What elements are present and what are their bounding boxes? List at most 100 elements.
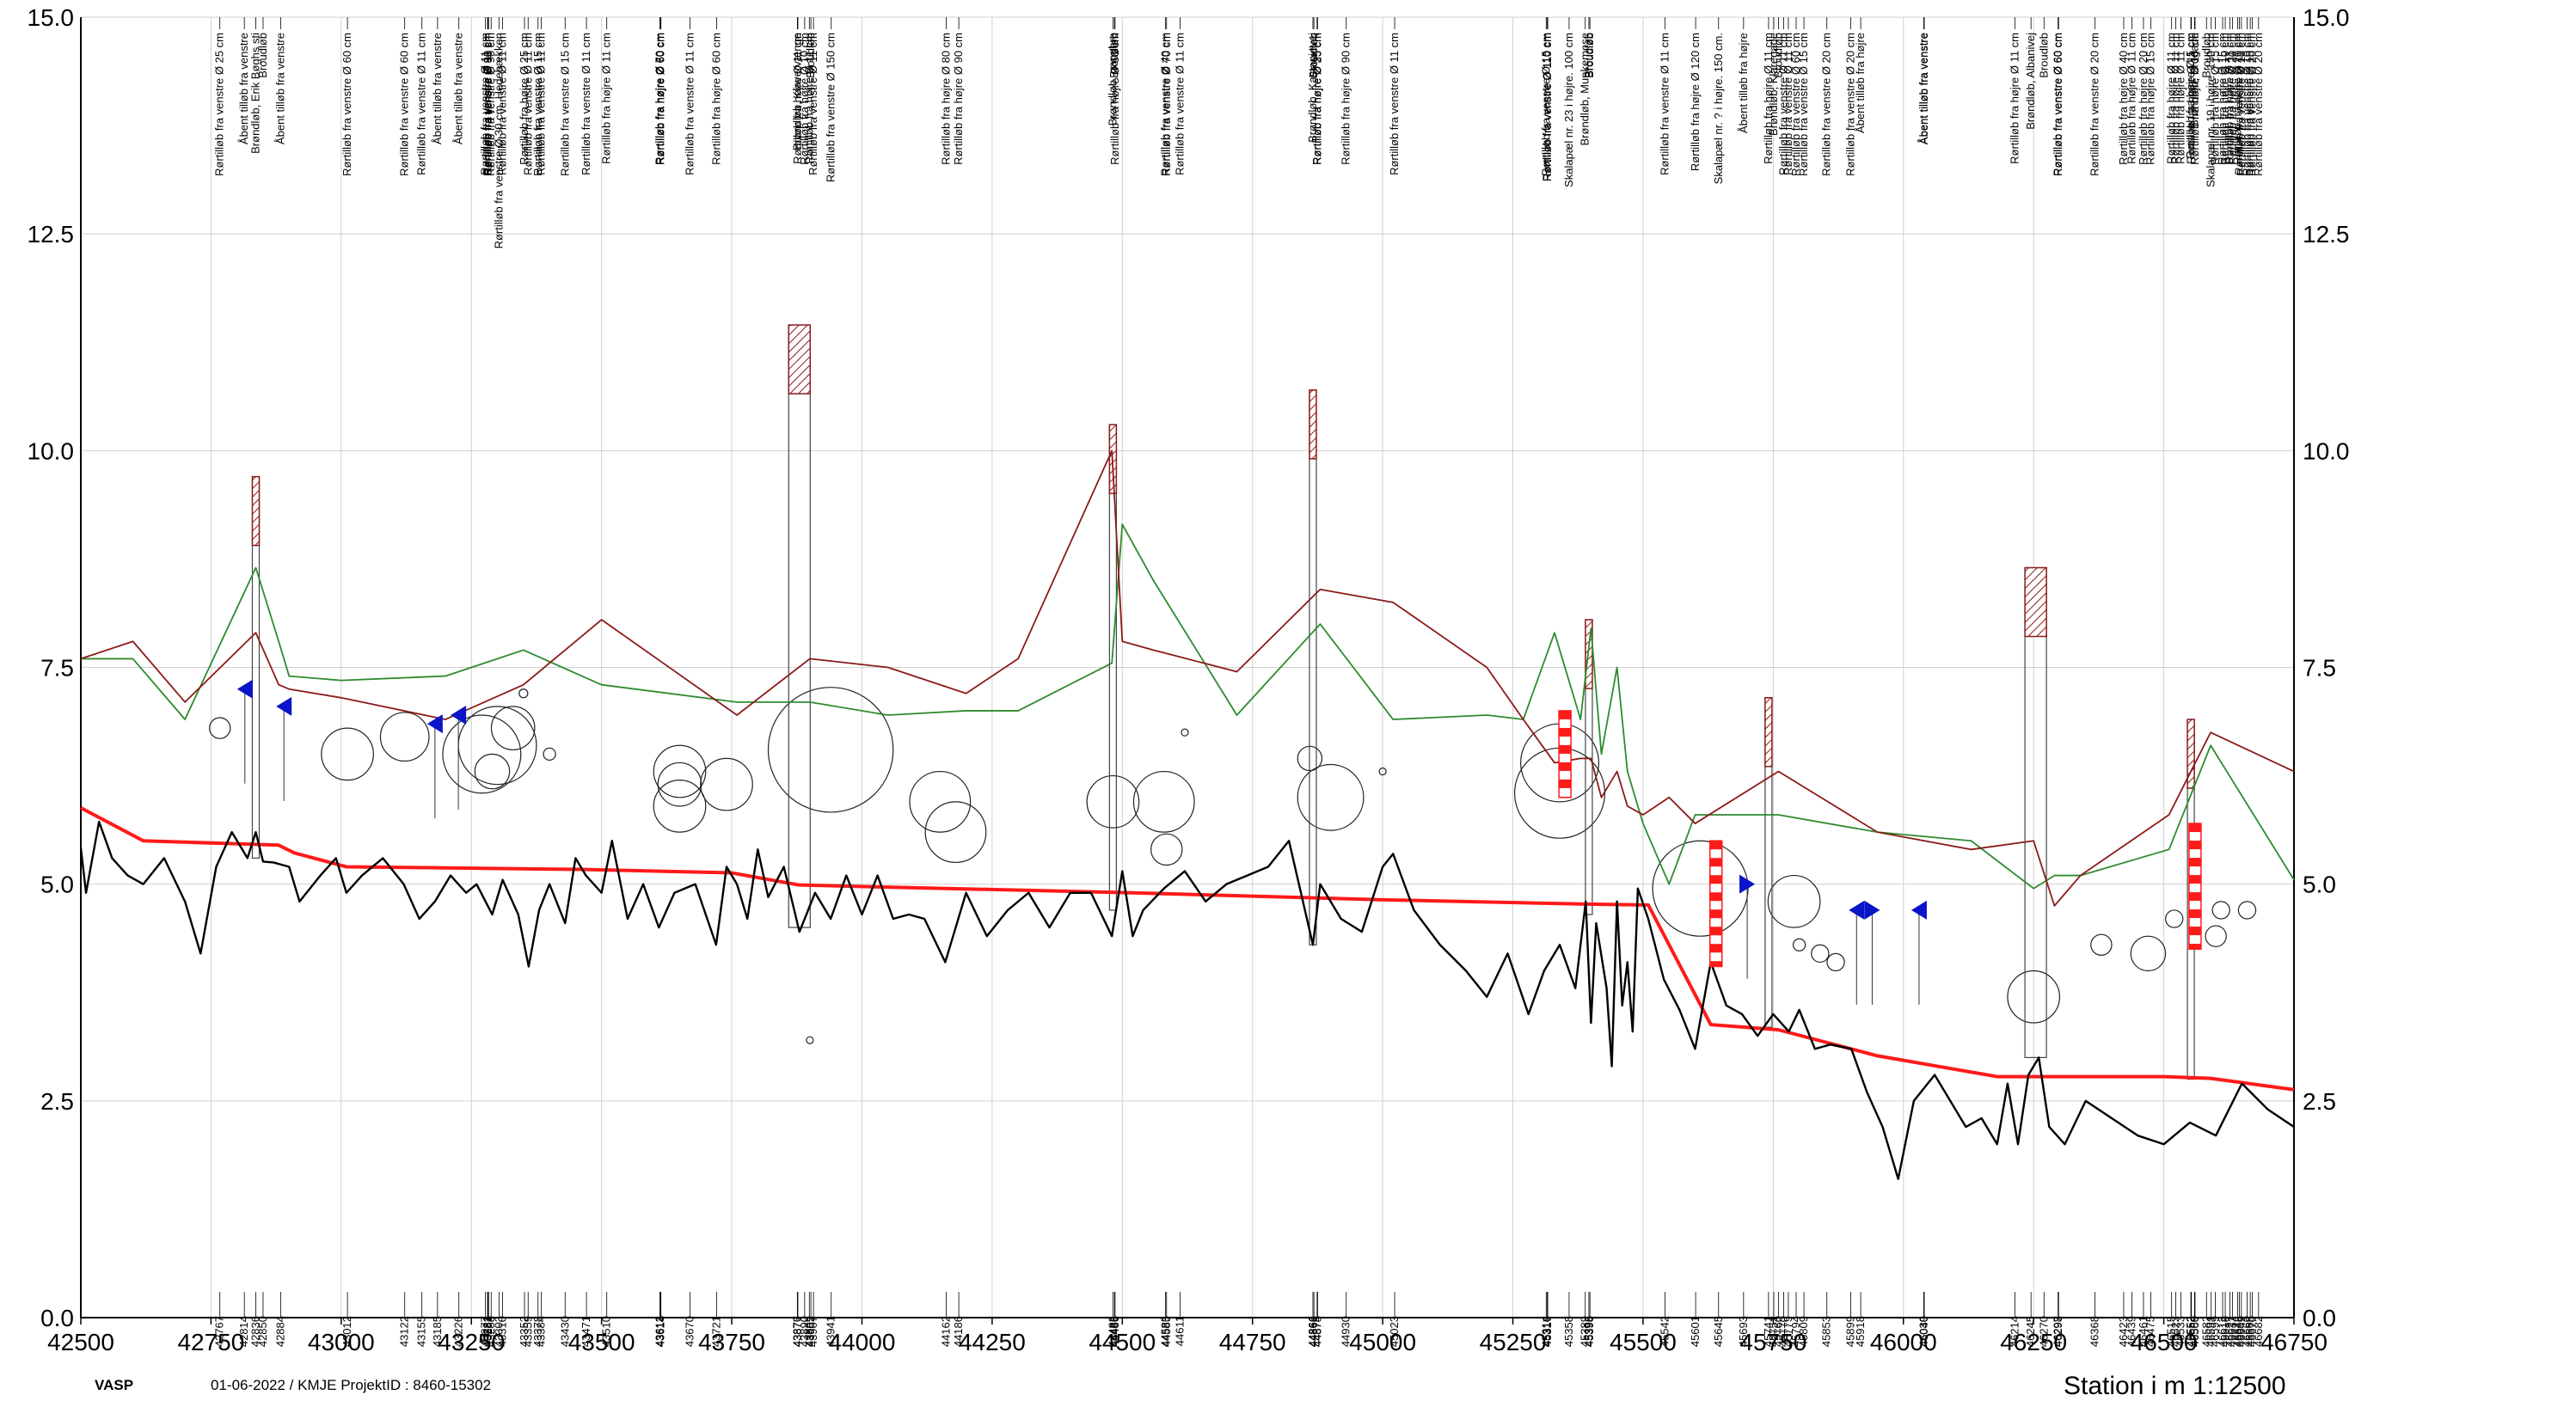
station-number: 43226 (452, 1316, 465, 1347)
y-tick-label-right: 2.5 (2303, 1088, 2336, 1115)
x-tick-label: 44500 (1089, 1329, 1156, 1355)
station-number: 46040 (1917, 1316, 1930, 1347)
top-label: Broudløb (2037, 33, 2050, 78)
x-tick-label: 46250 (2000, 1329, 2067, 1355)
station-number: 43282 (481, 1316, 494, 1347)
top-label: Rørtilløb fra venstre Ø 60 cm (1789, 33, 1802, 176)
station-number: 44485 (1107, 1316, 1120, 1347)
station-number: 46682 (2252, 1316, 2265, 1347)
station-number: 45751 (1767, 1316, 1780, 1347)
top-label: Broudløb (1307, 33, 1320, 78)
top-label: Broudløb (1107, 33, 1120, 78)
striped-bars (1558, 710, 2202, 968)
blue-triangle-marker (451, 705, 467, 725)
top-label: Rørtilløb fra højre Ø 60 cm (654, 33, 667, 165)
y-tick-label-right: 15.0 (2303, 4, 2350, 31)
circle-marker (2211, 901, 2230, 920)
top-label: Rørtilløb fra venstre Ø 60 cm (2052, 33, 2064, 176)
well-hatch (251, 475, 261, 547)
station-number: 45023 (1388, 1316, 1401, 1347)
y-tick-label-left: 2.5 (40, 1088, 74, 1115)
station-number: 44868 (1307, 1316, 1320, 1347)
top-label: Rørtilløb fra højre Ø 11 cm (2008, 33, 2021, 164)
station-number: 42850 (256, 1316, 269, 1347)
station-number: 43288 (484, 1316, 497, 1347)
top-label: Rørtilløb fra venstre Ø 11 cm (580, 33, 592, 175)
striped-bar-segment (1559, 779, 1572, 788)
circle-marker (442, 714, 522, 794)
y-tick-label-left: 12.5 (28, 221, 75, 248)
top-label: Rørtilløb fra venstre Ø 11 cm (807, 33, 819, 175)
striped-bar-segment (2188, 858, 2201, 867)
top-label: Rørtilløb fra højre Ø 15 cm (2144, 33, 2156, 165)
x-tick-label: 45500 (1610, 1329, 1677, 1355)
circle-marker (909, 770, 972, 833)
striped-bar-segment (2188, 927, 2201, 936)
top-label: Åbent tilløb fra venstre (1917, 33, 1929, 144)
station-number: 42767 (213, 1316, 226, 1347)
axes: 42500 42750 43000 43250 43500 43750 44000 44250… (28, 4, 2350, 1355)
circle-marker (700, 757, 753, 811)
y-tick-label-right: 7.5 (2303, 655, 2336, 682)
top-label: Rørtilløb fra venstre Ø 11 cm (479, 33, 492, 175)
station-number: 43283 (481, 1316, 494, 1347)
striped-bar-segment (1559, 710, 1572, 719)
station-number: 43122 (398, 1316, 411, 1347)
top-label: Rørtilløb fra højre Ø 11 cm (1762, 33, 1775, 164)
station-number: 45770 (1776, 1316, 1789, 1347)
top-label: Brøndløb, Kastanievej (1306, 33, 1319, 143)
top-label: Rørtilløb fra venstre Ø 70 cm (1160, 33, 1173, 176)
striped-bar-segment (1559, 744, 1572, 754)
station-number: 46618 (2218, 1316, 2231, 1347)
top-label: Rørtilløb fra venstre Ø 15 cm (531, 33, 544, 176)
top-label: Rørtilløb fra højre Ø 20 cm (2137, 33, 2150, 165)
station-number: 45918 (1854, 1316, 1867, 1347)
top-label: Rørtilløb fra højre Ø 20 cm (2226, 33, 2239, 165)
series-line-ground-lower (80, 450, 2295, 907)
blue-triangle-marker (1864, 900, 1880, 920)
station-number: 46649 (2235, 1316, 2248, 1347)
top-label: Rørtilløb fra venstre Ø 15 cm (1539, 33, 1552, 176)
top-label: Rørtilløb fra højre Ø 15 cm (2216, 33, 2229, 165)
station-number: 43310 (496, 1316, 509, 1347)
x-tick-label: 43750 (698, 1329, 765, 1355)
top-label: Broudløb (804, 33, 817, 78)
striped-bar-segment (1709, 892, 1722, 902)
station-number: 46439 (2125, 1316, 2138, 1347)
well-bar (788, 324, 811, 928)
top-label: Rørtilløb fra højre Ø 60 cm (1108, 33, 1121, 165)
circle-marker (1181, 728, 1189, 737)
striped-bar-segment (2188, 892, 2201, 902)
station-number: 45899 (1844, 1316, 1857, 1347)
station-number: 43614 (654, 1316, 667, 1347)
y-tick-label-right: 10.0 (2303, 437, 2350, 464)
station-number: 43877 (791, 1316, 804, 1347)
station-number: 45760 (1771, 1316, 1784, 1347)
circle-marker (2165, 909, 2184, 928)
station-number: 42884 (274, 1316, 287, 1347)
y-tick-label-left: 15.0 (28, 4, 75, 31)
station-number: 46670 (2246, 1316, 2259, 1347)
station-number: 45398 (1583, 1316, 1596, 1347)
station-number: 42836 (248, 1316, 261, 1347)
top-label: Rørtilløb fra venstre Ø 60 cm (398, 33, 411, 176)
top-label: Åbent tilløb fra venstre (274, 33, 287, 144)
station-number: 45542 (1658, 1316, 1671, 1347)
circle-marker (1297, 763, 1365, 831)
top-label: Rørtilløb fra venstre Ø 15 cm (558, 33, 571, 176)
top-label: Rørtilløb fra venstre Ø 15 cm (1797, 33, 1810, 176)
top-label: Rørtilløb fra venstre Ø 11 cm (1174, 33, 1187, 175)
circle-marker (1767, 874, 1821, 928)
striped-bar-segment (1559, 796, 1572, 798)
top-label: Rørtilløb fra højre Ø 11 cm (2223, 33, 2236, 164)
top-label: Rørtilløb fra venstre Ø 11 cm (1776, 33, 1789, 175)
station-number: 46475 (2144, 1316, 2156, 1347)
station-number: 46559 (2187, 1316, 2200, 1347)
top-label: Rørtilløb fra venstre Ø 20 cm (1820, 33, 1833, 176)
series-line-ground-upper (81, 523, 2295, 890)
top-label: Åbent tilløb fra venstre (452, 33, 465, 144)
x-tick-label: 43000 (308, 1329, 375, 1355)
station-number: 46533 (2174, 1316, 2187, 1347)
circle-marker (1811, 944, 1830, 964)
y-tick-label-left: 0.0 (40, 1305, 74, 1331)
